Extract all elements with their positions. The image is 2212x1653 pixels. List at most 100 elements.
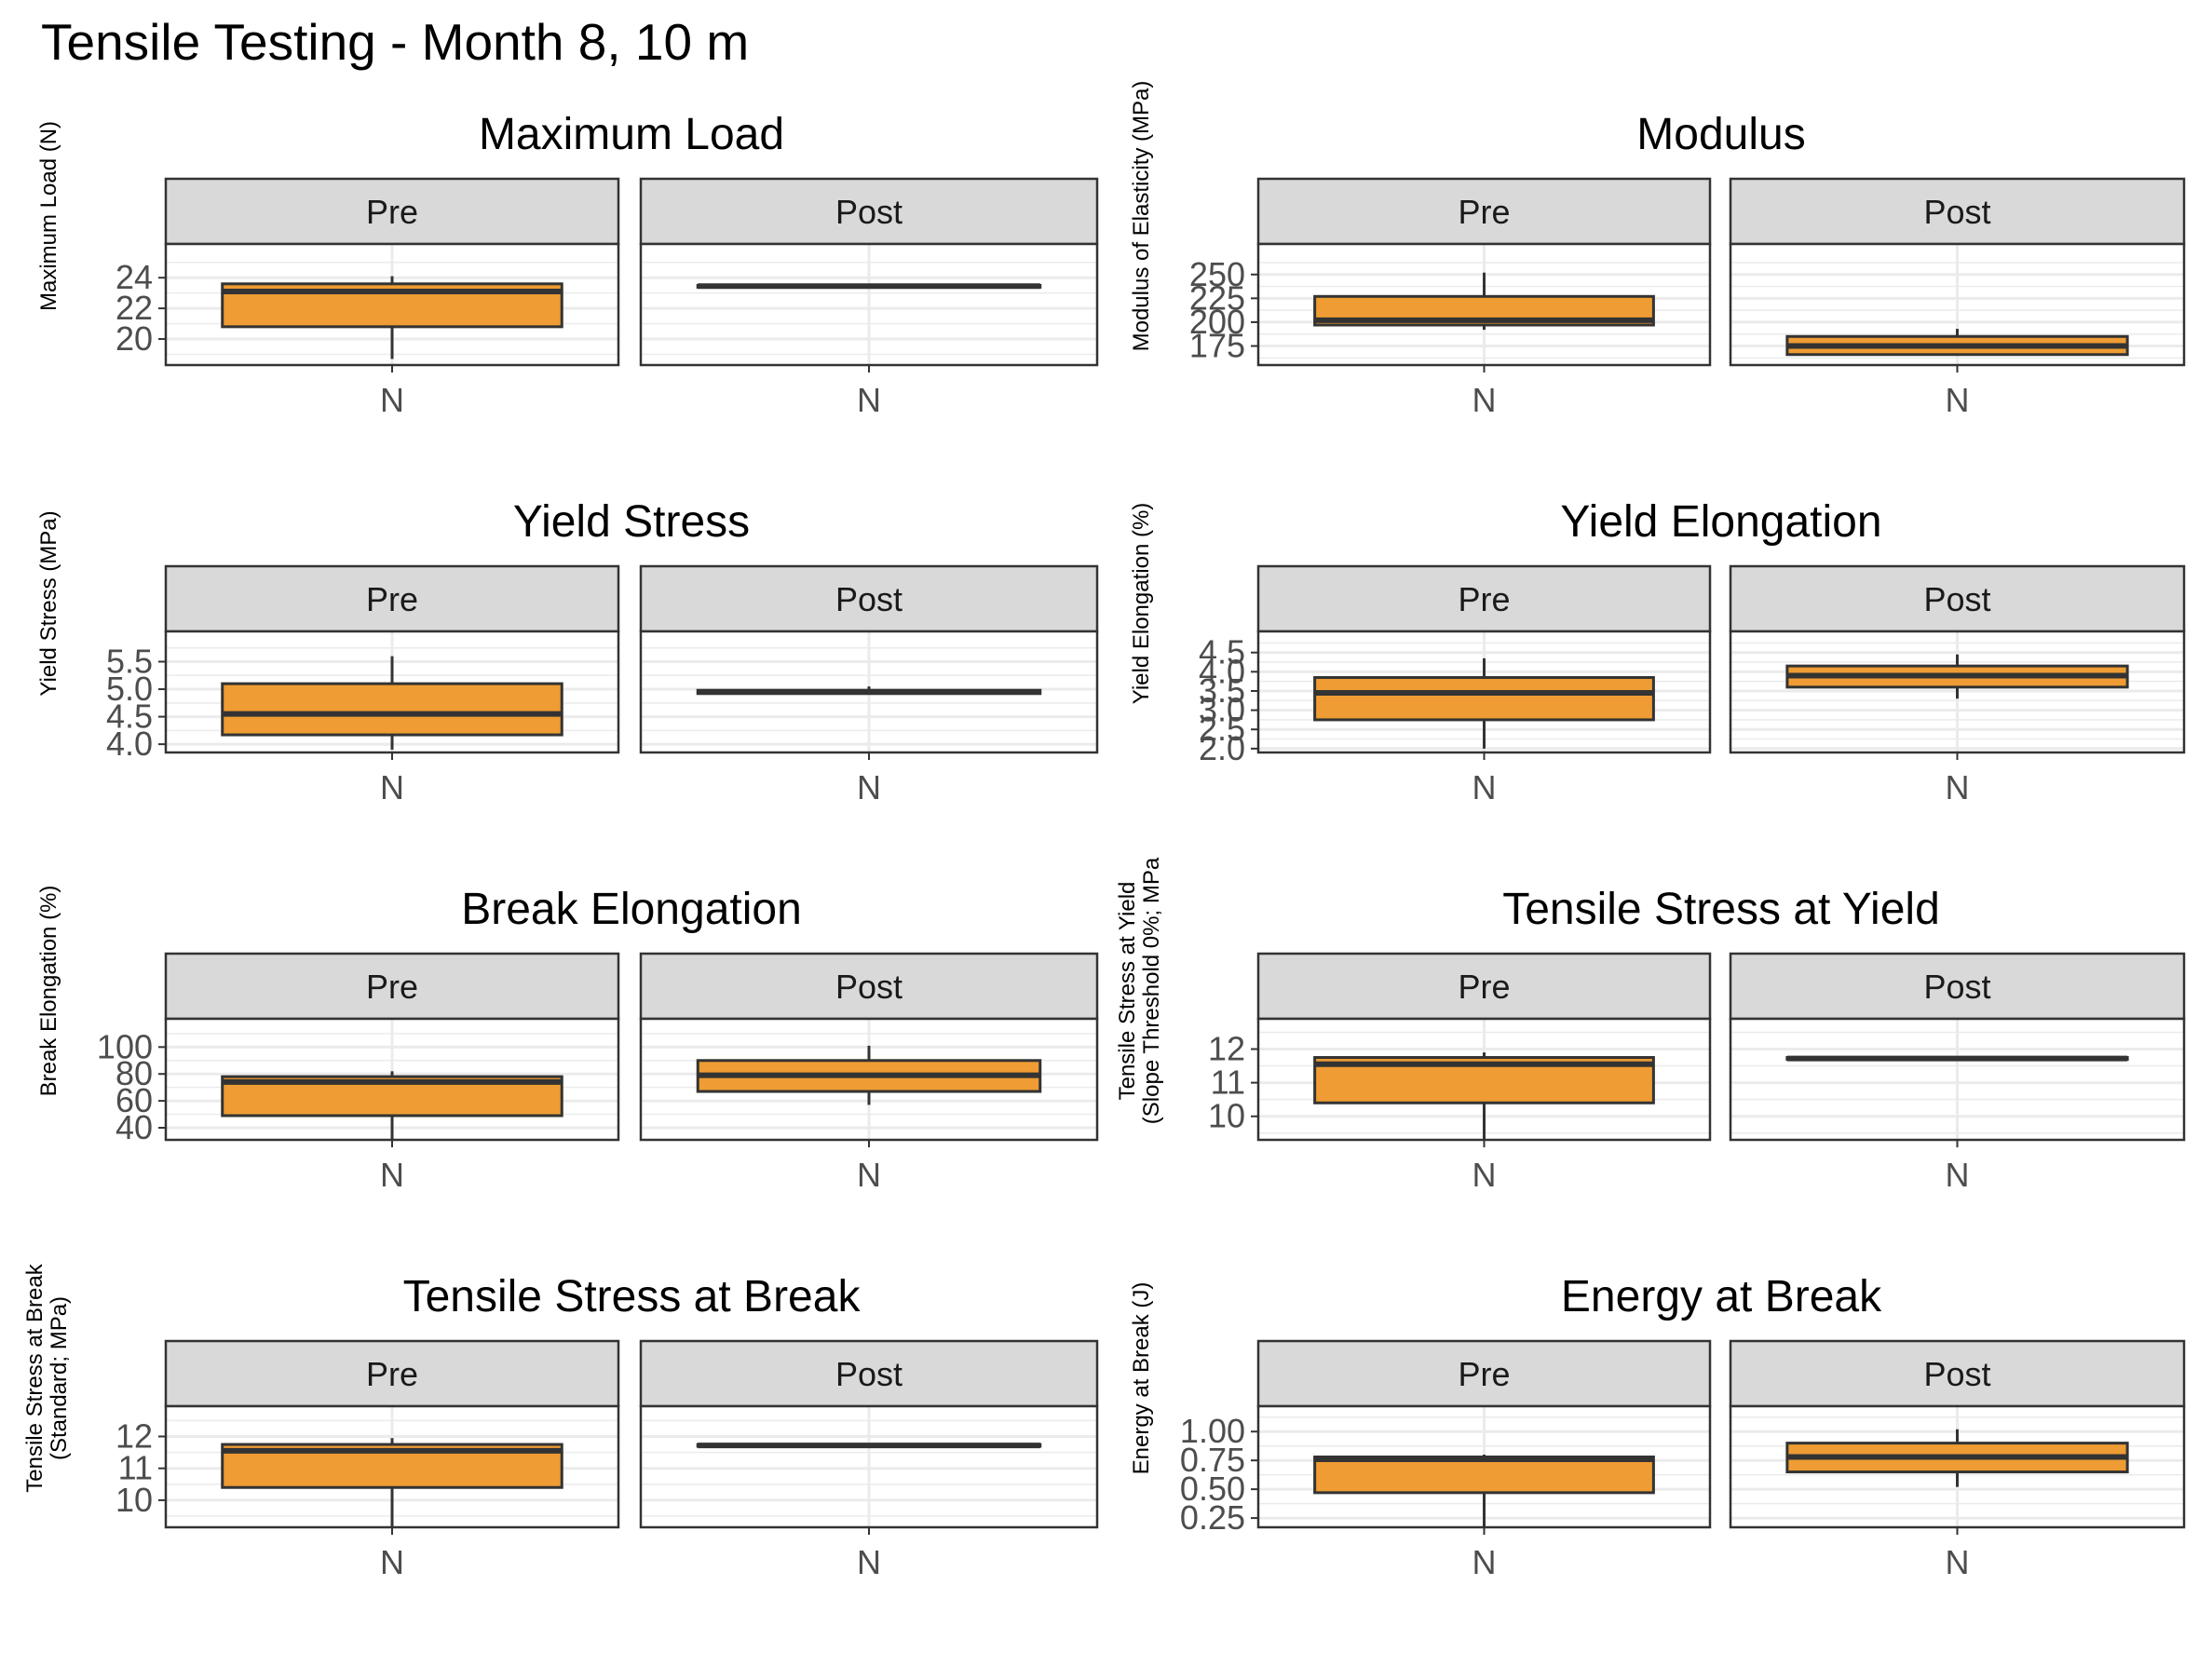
facet-post: Post N <box>1729 952 2186 1194</box>
facet-strip-label: Pre <box>366 193 418 231</box>
panel-break-elongation: Break Elongation Break Elongation (%) 4060… <box>36 885 1099 1194</box>
y-tick-label: 2.5 <box>1199 710 1245 748</box>
panel-title: Maximum Load <box>479 110 784 159</box>
facet-post: Post N <box>639 1339 1099 1581</box>
y-tick-label: 12 <box>115 1417 153 1456</box>
box-plot <box>1313 272 1655 331</box>
x-tick-label: N <box>380 768 404 806</box>
y-tick-label: 1.00 <box>1180 1412 1245 1450</box>
y-tick-label: 100 <box>97 1027 153 1065</box>
y-tick-label: 4.0 <box>1199 652 1245 690</box>
box-plot <box>221 1438 563 1527</box>
facet-pre: Pre N <box>1256 177 1712 419</box>
panel-title: Tensile Stress at Break <box>403 1272 862 1321</box>
facet-strip-label: Pre <box>1458 193 1510 231</box>
y-tick-label: 5.5 <box>106 643 153 681</box>
panel-title: Energy at Break <box>1561 1272 1882 1321</box>
panel-tensile-stress-at-break: Tensile Stress at Break Tensile Stress at… <box>22 1263 1099 1581</box>
x-tick-label: N <box>857 1156 881 1194</box>
y-axis-title: Yield Stress (MPa) <box>36 510 61 696</box>
y-tick-label: 24 <box>115 258 153 296</box>
box-plot <box>221 276 563 359</box>
y-axis-title: Break Elongation (%) <box>36 886 61 1097</box>
y-axis-title: Tensile Stress at Break <box>22 1263 47 1492</box>
box-plot <box>696 686 1042 696</box>
facet-strip-label: Post <box>835 968 902 1006</box>
facet-strip-label: Post <box>835 193 902 231</box>
y-tick-label: 40 <box>115 1108 153 1146</box>
facet-strip <box>639 177 1099 246</box>
y-tick-label: 11 <box>1211 1064 1245 1102</box>
x-tick-label: N <box>1472 1156 1497 1194</box>
facet-strip-label: Post <box>1923 580 1990 618</box>
facet-strip <box>164 564 620 633</box>
y-tick-label: 22 <box>115 289 153 327</box>
x-tick-label: N <box>380 1156 404 1194</box>
x-tick-label: N <box>857 768 881 806</box>
facet-strip <box>1256 564 1712 633</box>
facet-strip <box>1729 952 2186 1021</box>
box-plot <box>1785 654 2129 699</box>
panel-title: Yield Stress <box>513 497 750 547</box>
box-plot <box>696 283 1042 290</box>
y-tick-label: 175 <box>1189 327 1245 365</box>
x-tick-label: N <box>380 381 404 419</box>
y-axis-title: (Standard; MPa) <box>47 1296 72 1460</box>
facet-strip-label: Pre <box>366 968 418 1006</box>
y-axis-title: Modulus of Elasticity (MPa) <box>1129 81 1154 352</box>
box-plot <box>1313 1455 1655 1527</box>
facet-strip-label: Post <box>1923 193 1990 231</box>
panel-title: Modulus <box>1636 110 1805 159</box>
y-tick-label: 225 <box>1189 278 1245 317</box>
panel-title: Yield Elongation <box>1560 497 1881 547</box>
y-tick-label: 3.5 <box>1199 671 1245 710</box>
facet-strip <box>1729 564 2186 633</box>
box-iqr <box>1313 676 1655 722</box>
facet-strip <box>1729 177 2186 246</box>
x-tick-label: N <box>1472 381 1497 419</box>
x-tick-label: N <box>380 1543 404 1581</box>
facet-strip <box>164 952 620 1021</box>
panel-yield-elongation: Yield Elongation Yield Elongation (%) 2.02… <box>1129 497 2186 806</box>
facet-pre: Pre N <box>164 952 620 1194</box>
y-tick-label: 4.5 <box>106 698 153 736</box>
facet-pre: Pre N <box>1256 1339 1712 1581</box>
y-axis-title: (Slope Threshold 0%; MPa <box>1139 857 1164 1124</box>
facet-strip-label: Post <box>1923 1355 1990 1393</box>
facet-strip-label: Pre <box>366 580 418 618</box>
y-axis-title: Yield Elongation (%) <box>1129 503 1154 705</box>
facet-strip <box>164 177 620 246</box>
y-tick-label: 200 <box>1189 303 1245 341</box>
x-tick-label: N <box>857 1543 881 1581</box>
y-tick-label: 80 <box>115 1054 153 1092</box>
y-tick-label: 60 <box>115 1081 153 1119</box>
facet-strip-label: Post <box>835 1355 902 1393</box>
facet-pre: Pre N <box>164 564 620 806</box>
y-tick-label: 20 <box>115 319 153 358</box>
box-plot <box>1785 1055 2129 1062</box>
facet-post: Post N <box>639 177 1099 419</box>
facet-post: Post N <box>1729 1339 2186 1581</box>
facet-strip-label: Pre <box>366 1355 418 1393</box>
x-tick-label: N <box>1946 1543 1970 1581</box>
y-tick-label: 5.0 <box>106 670 153 708</box>
facet-strip <box>164 1339 620 1408</box>
y-tick-label: 0.25 <box>1180 1498 1245 1537</box>
facet-strip <box>639 1339 1099 1408</box>
x-tick-label: N <box>1946 1156 1970 1194</box>
box-iqr <box>221 682 563 737</box>
facet-post: Post N <box>1729 177 2186 419</box>
y-axis-title: Maximum Load (N) <box>36 121 61 311</box>
panel-yield-stress: Yield Stress Yield Stress (MPa) 4.04.55.05… <box>36 497 1099 806</box>
facet-pre: Pre N <box>164 177 620 419</box>
main-title: Tensile Testing - Month 8, 10 m <box>41 13 749 71</box>
x-tick-label: N <box>857 381 881 419</box>
y-tick-label: 0.75 <box>1180 1441 1245 1479</box>
facet-strip-label: Pre <box>1458 580 1510 618</box>
facet-strip-label: Pre <box>1458 1355 1510 1393</box>
box-plot <box>221 656 563 751</box>
